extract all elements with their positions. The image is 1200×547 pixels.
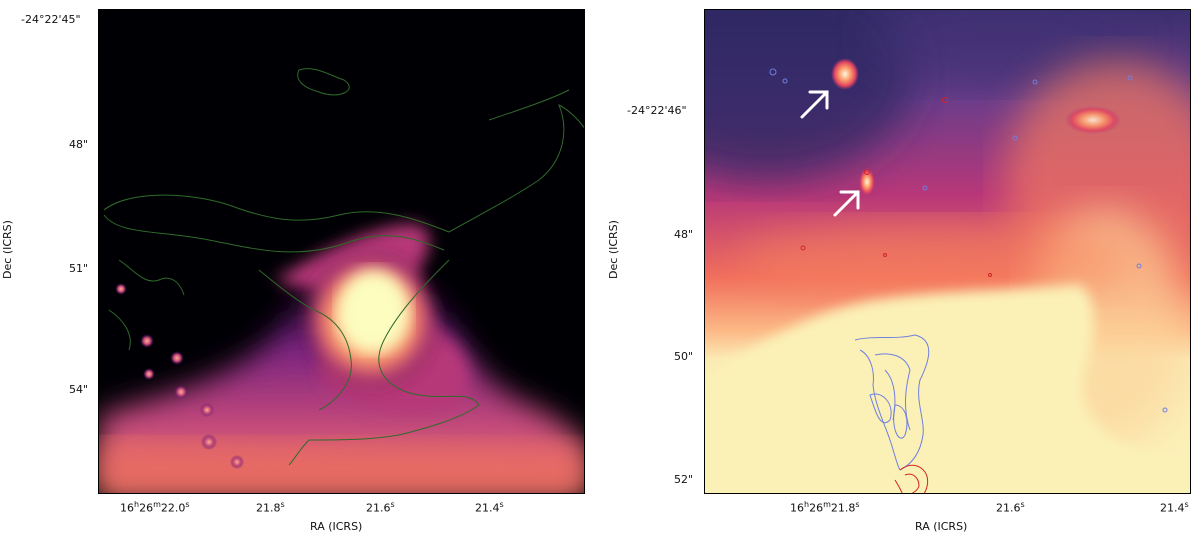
right-image: [704, 9, 1191, 494]
right-ytick-2: 50": [674, 350, 694, 363]
left-xtick-1: 21.8s: [256, 500, 285, 515]
left-xlabel: RA (ICRS): [310, 520, 363, 533]
right-xtick-0: 16h26m21.8s: [790, 500, 860, 515]
left-xtick-0: 16h26m22.0s: [120, 500, 190, 515]
left-ytick-3: 54": [69, 383, 89, 396]
left-ytick-1: 48": [69, 138, 89, 151]
right-ytick-0: -24°22'46": [627, 104, 687, 117]
left-xtick-3: 21.4s: [475, 500, 504, 515]
right-ytick-1: 48": [674, 228, 694, 241]
right-xlabel: RA (ICRS): [915, 520, 968, 533]
left-ytick-2: 51": [69, 262, 89, 275]
left-ylabel: Dec (ICRS): [0, 220, 14, 279]
right-xtick-2: 21.4s: [1160, 500, 1189, 515]
left-ytick-0: -24°22'45": [21, 13, 81, 26]
right-xtick-1: 21.6s: [996, 500, 1025, 515]
left-xtick-2: 21.6s: [366, 500, 395, 515]
left-image: [98, 9, 585, 494]
right-ytick-3: 52": [674, 473, 694, 486]
right-ylabel: Dec (ICRS): [606, 220, 620, 279]
